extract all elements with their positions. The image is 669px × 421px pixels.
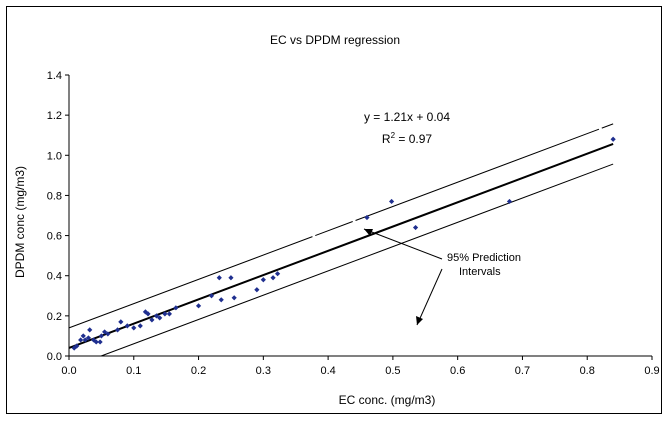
regression-lines <box>68 123 614 357</box>
data-point <box>87 327 93 333</box>
data-point <box>610 136 616 142</box>
data-point <box>260 277 266 283</box>
data-point <box>218 297 224 303</box>
x-tick-label: 0.2 <box>191 365 206 377</box>
y-tick-label: 1.4 <box>47 70 62 82</box>
r-squared: R2 = 0.97 <box>382 131 432 146</box>
data-point <box>216 275 222 281</box>
data-point <box>270 275 276 281</box>
r-squared-value: = 0.97 <box>395 132 432 146</box>
data-point <box>274 271 281 277</box>
y-tick-label: 0.8 <box>47 190 62 202</box>
y-tick-labels: 0.0 0.2 0.4 0.6 0.8 1.0 1.2 1.4 <box>47 70 62 363</box>
data-point <box>131 325 137 331</box>
data-point <box>173 305 179 311</box>
x-tick-label: 0.9 <box>644 365 659 377</box>
y-tick-label: 0.6 <box>47 231 62 243</box>
data-point <box>102 329 108 335</box>
data-point <box>162 311 168 317</box>
data-point <box>82 337 88 343</box>
data-point <box>78 337 84 343</box>
data-point <box>506 198 513 205</box>
prediction-interval-upper <box>68 123 614 329</box>
data-point <box>195 303 202 309</box>
annotation-arrow-upper <box>363 228 443 260</box>
y-tick-label: 0.4 <box>47 271 62 283</box>
x-tick-label: 0.6 <box>450 365 465 377</box>
data-point <box>231 295 237 301</box>
x-axis-label: EC conc. (mg/m3) <box>339 393 436 407</box>
data-point <box>412 224 419 231</box>
data-point <box>80 333 86 339</box>
data-point <box>91 337 97 343</box>
data-point <box>145 311 151 317</box>
annotation-arrowhead-upper <box>364 229 373 236</box>
r-squared-prefix: R <box>382 132 391 146</box>
data-point <box>254 287 260 293</box>
data-point <box>137 323 143 329</box>
data-point <box>124 323 130 329</box>
axes <box>65 74 653 360</box>
scatter-chart: EC vs DPDM regression 0.0 0.1 0.2 0.3 0.4 0.5… <box>13 33 660 407</box>
annotation-line1: 95% Prediction <box>447 252 521 264</box>
x-tick-labels: 0.0 0.1 0.2 0.3 0.4 0.5 0.6 0.7 0.8 0.9 <box>61 365 659 377</box>
chart-title: EC vs DPDM regression <box>270 33 400 47</box>
data-point <box>228 275 234 281</box>
data-point <box>93 339 99 345</box>
x-tick-label: 0.0 <box>61 365 76 377</box>
r-squared-superscript: 2 <box>391 131 396 140</box>
y-tick-label: 1.2 <box>47 110 62 122</box>
data-point <box>114 327 121 333</box>
data-point <box>157 315 163 321</box>
data-point <box>364 214 370 221</box>
y-tick-label: 1.0 <box>47 150 62 162</box>
x-tick-label: 0.7 <box>515 365 530 377</box>
data-points <box>71 136 616 351</box>
data-point <box>388 198 395 205</box>
x-tick-label: 0.4 <box>320 365 335 377</box>
regression-equation: y = 1.21x + 0.04 <box>364 110 450 124</box>
data-point <box>105 331 111 337</box>
x-tick-label: 0.1 <box>126 365 141 377</box>
data-point <box>118 319 124 325</box>
x-tick-label: 0.5 <box>385 365 400 377</box>
data-point <box>74 343 80 349</box>
prediction-interval-lower <box>100 163 614 357</box>
annotation-line2: Intervals <box>459 266 501 278</box>
y-tick-label: 0.2 <box>47 311 62 323</box>
regression-line <box>68 143 614 349</box>
data-point <box>149 317 155 323</box>
data-point <box>85 335 92 341</box>
x-tick-label: 0.8 <box>580 365 595 377</box>
data-point <box>142 309 149 315</box>
data-point <box>166 311 173 317</box>
x-tick-label: 0.3 <box>256 365 271 377</box>
y-tick-label: 0.0 <box>47 351 62 363</box>
data-point <box>98 333 104 339</box>
annotation-arrowhead-lower <box>416 316 423 325</box>
annotation-arrow-lower <box>416 268 443 326</box>
data-point <box>97 339 103 345</box>
chart-frame: EC vs DPDM regression 0.0 0.1 0.2 0.3 0.4 0.5… <box>6 6 662 414</box>
data-point <box>153 313 160 319</box>
y-axis-label: DPDM conc (mg/m3) <box>13 166 27 278</box>
data-point <box>208 293 215 299</box>
